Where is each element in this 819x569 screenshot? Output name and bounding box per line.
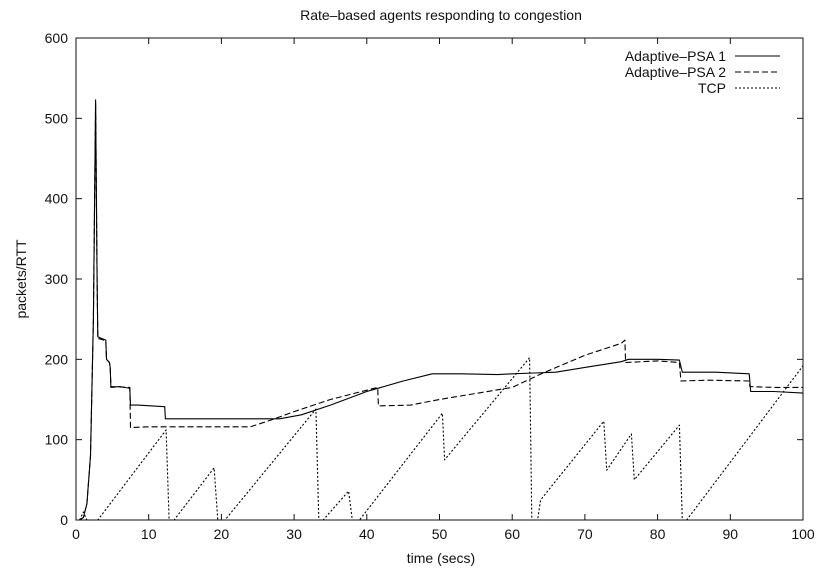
y-tick-label: 0	[60, 512, 68, 528]
axes: 0 10 20 30 40 50 60 70 80 90 100 0 100 200 300 400 500 60…	[45, 30, 815, 542]
x-tick-label: 40	[359, 526, 375, 542]
y-tick-label: 500	[45, 110, 69, 126]
y-tick-label: 600	[45, 30, 69, 46]
legend-label: Adaptive–PSA 2	[625, 64, 726, 80]
x-tick-label: 80	[650, 526, 666, 542]
series-line-3	[79, 357, 804, 521]
x-axis-title: time (secs)	[407, 550, 475, 566]
x-tick-label: 10	[141, 526, 157, 542]
x-tick-label: 20	[214, 526, 230, 542]
x-tick-label: 0	[72, 526, 80, 542]
x-tick-label: 60	[504, 526, 520, 542]
x-tick-label: 50	[432, 526, 448, 542]
y-tick-label: 200	[45, 351, 69, 367]
y-tick-label: 400	[45, 191, 69, 207]
y-axis-title: packets/RTT	[13, 239, 29, 319]
y-tick-label: 300	[45, 271, 69, 287]
chart-title: Rate–based agents responding to congesti…	[300, 7, 582, 23]
x-tick-label: 100	[791, 526, 815, 542]
legend-label: TCP	[698, 80, 726, 96]
series-line-1	[79, 99, 804, 521]
x-tick-label: 70	[577, 526, 593, 542]
plot-area-frame	[75, 37, 804, 521]
legend-label: Adaptive–PSA 1	[625, 48, 726, 64]
x-tick-label: 30	[286, 526, 302, 542]
series-line-2	[79, 101, 803, 521]
x-tick-label: 90	[723, 526, 739, 542]
y-tick-label: 100	[45, 432, 69, 448]
series-layer	[79, 99, 804, 521]
